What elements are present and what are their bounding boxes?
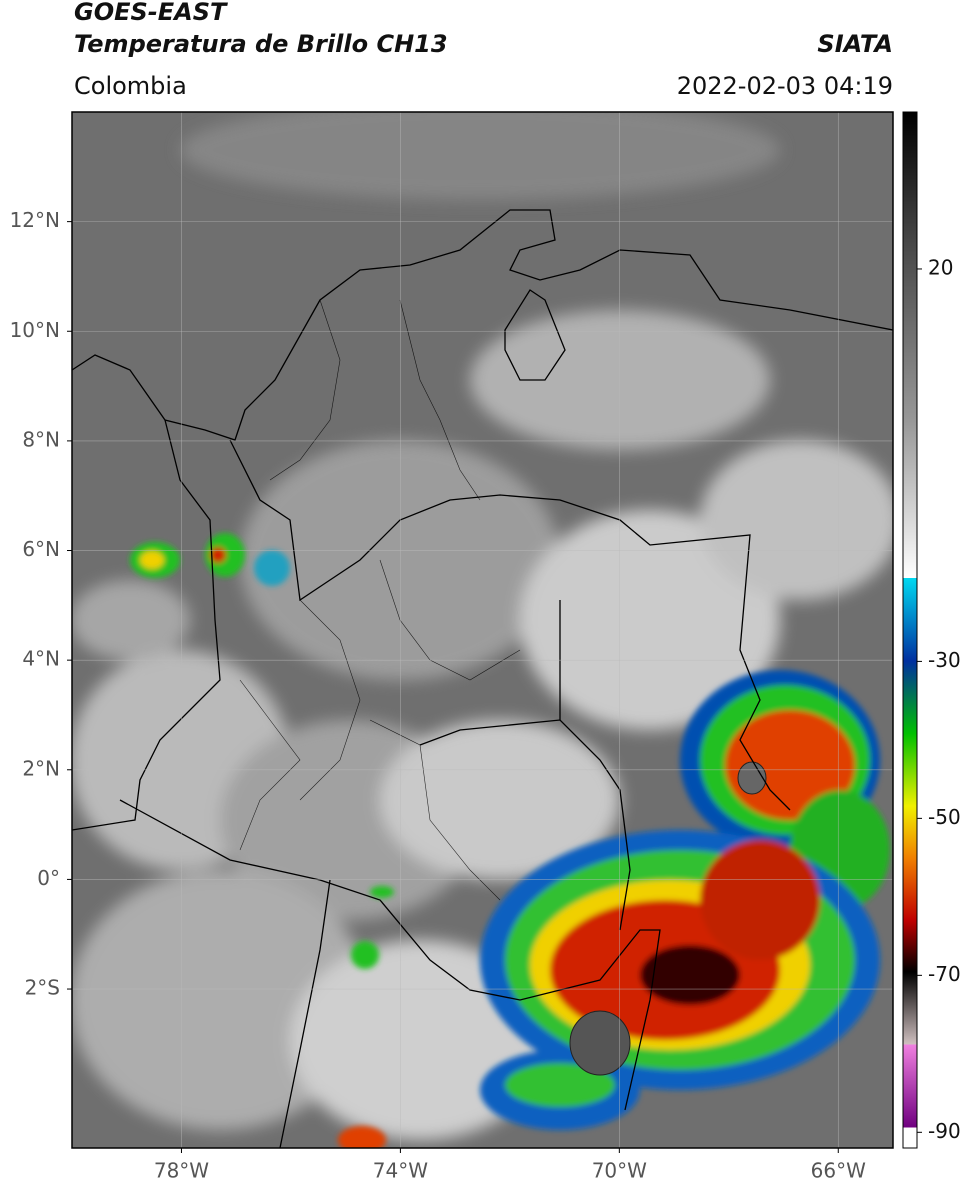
lat-tick-label: 2°N xyxy=(22,756,60,780)
colorbar-tick-label: -70 xyxy=(928,962,961,986)
colorbar xyxy=(902,111,918,1149)
colorbar-tick-label: -90 xyxy=(928,1119,961,1143)
lon-tick-label: 74°W xyxy=(373,1159,428,1183)
lon-tick-label: 78°W xyxy=(154,1159,209,1183)
lat-tick-label: 8°N xyxy=(22,427,60,451)
lat-tick-label: 0° xyxy=(37,866,60,890)
product: Temperatura de Brillo CH13 xyxy=(74,30,448,58)
lon-tick-label: 70°W xyxy=(592,1159,647,1183)
satellite-image xyxy=(72,112,893,1148)
colorbar-tick-label: -50 xyxy=(928,805,961,829)
region: Colombia xyxy=(74,72,187,100)
lon-tick-label: 66°W xyxy=(811,1159,866,1183)
lat-tick-label: 2°S xyxy=(25,976,60,1000)
colorbar-tick-label: -30 xyxy=(928,648,961,672)
lat-tick-label: 10°N xyxy=(10,318,60,342)
datetime: 2022-02-03 04:19 xyxy=(677,72,893,100)
agency: SIATA xyxy=(817,30,893,58)
satellite: GOES-EAST xyxy=(74,0,228,26)
lat-tick-label: 6°N xyxy=(22,537,60,561)
lat-tick-label: 12°N xyxy=(10,208,60,232)
map-frame xyxy=(71,111,894,1149)
lat-tick-label: 4°N xyxy=(22,647,60,671)
colorbar-tick-label: 20 xyxy=(928,255,953,279)
